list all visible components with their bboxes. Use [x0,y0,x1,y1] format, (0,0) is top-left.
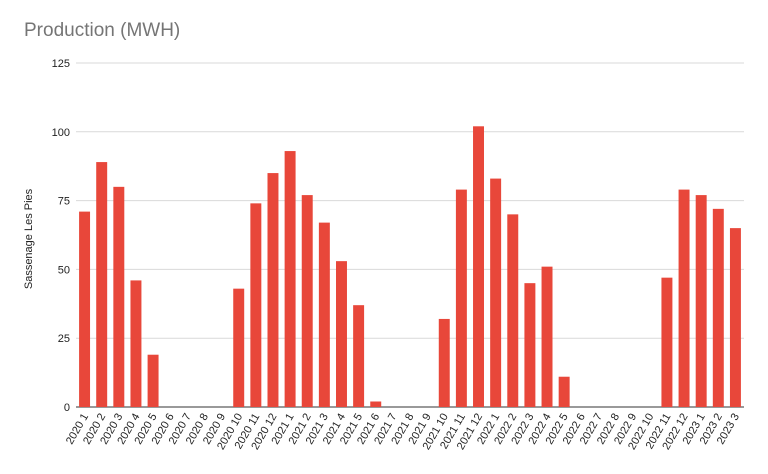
bar [438,318,450,407]
y-tick-label: 75 [58,196,70,208]
y-tick-label: 25 [58,333,70,345]
bar [678,189,690,407]
bar [490,178,502,407]
bar [353,305,365,407]
bar [507,214,519,407]
bar [336,261,347,407]
bar [455,189,467,407]
bar [370,401,382,407]
y-tick-label: 0 [64,402,70,414]
y-tick-label: 125 [52,58,70,70]
grid-lines [76,62,744,408]
bars [79,126,741,408]
bar [147,354,159,407]
bar [695,195,707,407]
bar [113,186,125,407]
bar [524,283,536,407]
bar [130,280,142,407]
bar [96,162,108,407]
y-tick-label: 100 [52,127,70,139]
chart-title: Production (MWH) [24,20,181,41]
y-axis-label: Sassenage Les Pies [23,188,35,289]
bar [473,126,484,408]
y-tick-label: 50 [58,264,70,276]
y-tick-labels: 0 25 50 75 100 125 [52,58,70,414]
bar [79,211,91,407]
bar [267,173,279,407]
bar [233,288,245,407]
bar [558,376,570,407]
bar [318,222,330,407]
bar [301,195,313,407]
bar [250,203,262,407]
bar [284,151,296,407]
bar [712,208,724,407]
bar [541,266,553,407]
bar [661,277,673,407]
bar [729,228,741,407]
